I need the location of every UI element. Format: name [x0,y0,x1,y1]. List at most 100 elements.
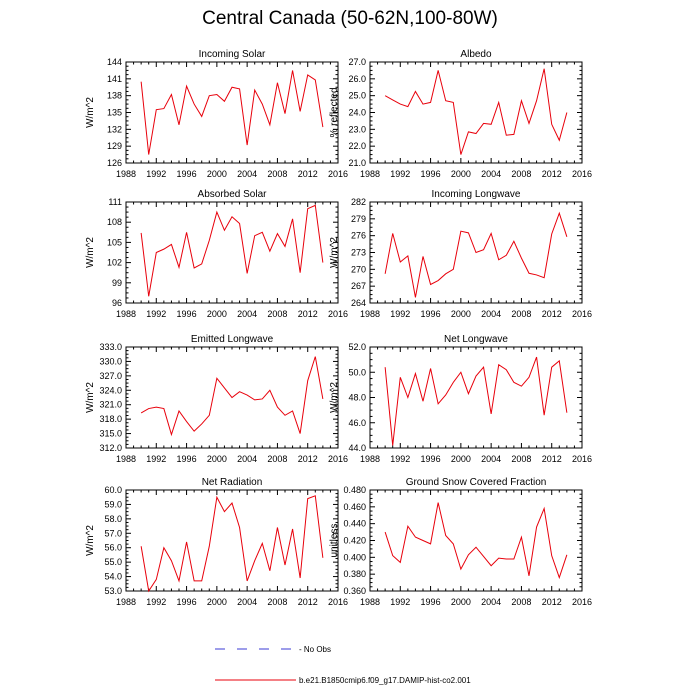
y-tick-label: 0.380 [343,569,366,579]
y-tick-label: 23.0 [348,124,366,134]
y-tick-label: 55.0 [104,557,122,567]
x-tick-label: 2008 [267,309,287,319]
x-tick-label: 1992 [146,597,166,607]
legend: - No Obs b.e21.B1850cmip6.f09_g17.DAMIP-… [215,645,471,685]
x-tick-label: 2012 [298,169,318,179]
y-tick-label: 57.0 [104,528,122,538]
x-tick-label: 1996 [177,454,197,464]
y-tick-label: 321.0 [99,400,122,410]
x-tick-label: 1996 [421,309,441,319]
y-axis-label: W/m^2 [85,382,96,413]
plot-frame [125,61,339,164]
x-tick-label: 2016 [328,597,348,607]
x-tick-label: 1992 [390,597,410,607]
y-tick-label: 53.0 [104,586,122,596]
series-line-ground-snow-covered-fraction [384,502,568,580]
y-tick-label: 56.0 [104,543,122,553]
y-tick-label: 111 [108,197,122,207]
x-tick-label: 2004 [237,597,257,607]
panel-title: Emitted Longwave [191,334,274,345]
x-tick-label: 1988 [360,597,380,607]
x-tick-label: 2016 [328,309,348,319]
y-tick-label: 264 [351,298,366,308]
x-tick-label: 2004 [481,454,501,464]
panel-emitted-longwave: Emitted Longwave W/m^2 1988 1992 1996 2000 200… [85,334,348,464]
y-axis-label: W/m^2 [329,237,340,268]
y-tick-label: 135 [107,108,122,118]
series-line-net-radiation [140,495,324,593]
y-axis-label: W/m^2 [85,97,96,128]
y-tick-label: 108 [107,217,122,227]
x-tick-label: 2008 [511,169,531,179]
plot-frame [369,346,583,449]
y-tick-label: 21.0 [348,158,366,168]
y-tick-label: 129 [107,141,122,151]
panel-net-longwave: Net Longwave W/m^2 1988 1992 1996 2000 2004 200… [329,334,592,464]
x-tick-label: 2008 [267,597,287,607]
y-tick-label: 59.0 [104,499,122,509]
panel-title: Incoming Longwave [432,189,521,200]
y-tick-label: 58.0 [104,514,122,524]
x-tick-label: 1996 [421,597,441,607]
x-tick-label: 2008 [511,454,531,464]
x-tick-label: 1992 [390,454,410,464]
series-line-net-longwave [384,356,568,446]
y-tick-label: 138 [107,91,122,101]
y-tick-label: 48.0 [348,393,366,403]
legend-label-no-obs: - No Obs [299,645,331,654]
x-tick-label: 1992 [390,169,410,179]
y-axis-label: unitless [329,524,340,558]
x-tick-label: 2008 [511,309,531,319]
plot-frame [125,489,339,592]
x-tick-label: 2000 [451,309,471,319]
series-line-absorbed-solar [140,204,324,297]
y-axis-label: W/m^2 [85,237,96,268]
x-tick-label: 2016 [572,597,592,607]
y-tick-label: 126 [107,158,122,168]
y-tick-label: 102 [107,258,122,268]
y-tick-label: 99 [112,278,122,288]
x-tick-label: 2012 [298,454,318,464]
y-tick-label: 324.0 [99,385,122,395]
x-tick-label: 1988 [116,454,136,464]
x-tick-label: 1992 [146,309,166,319]
x-tick-label: 2012 [298,597,318,607]
series-line-incoming-longwave [384,211,568,298]
x-tick-label: 2004 [237,169,257,179]
panels-group: Incoming Solar W/m^2 1988 1992 1996 2000 2004 2… [85,49,592,607]
y-tick-label: 96 [112,298,122,308]
x-tick-label: 2016 [328,454,348,464]
x-tick-label: 2016 [328,169,348,179]
x-tick-label: 2016 [572,169,592,179]
x-tick-label: 2012 [542,309,562,319]
x-tick-label: 2004 [481,309,501,319]
x-tick-label: 2008 [267,169,287,179]
series-line-emitted-longwave [140,356,324,437]
y-tick-label: 276 [351,231,366,241]
y-tick-label: 54.0 [104,572,122,582]
y-tick-label: 22.0 [348,141,366,151]
panel-title: Incoming Solar [199,49,266,60]
x-tick-label: 1996 [421,169,441,179]
x-tick-label: 2000 [451,597,471,607]
panel-title: Ground Snow Covered Fraction [406,477,547,488]
y-tick-label: 27.0 [348,57,366,67]
panel-title: Absorbed Solar [198,189,268,200]
x-tick-label: 2012 [542,597,562,607]
plot-frame [369,489,583,592]
panel-title: Net Longwave [444,334,508,345]
x-tick-label: 1988 [116,309,136,319]
x-tick-label: 2000 [207,454,227,464]
y-tick-label: 50.0 [348,367,366,377]
x-tick-label: 2000 [207,597,227,607]
y-tick-label: 26.0 [348,74,366,84]
panel-title: Albedo [460,49,492,60]
legend-label-model-run: b.e21.B1850cmip6.f09_g17.DAMIP-hist-co2.… [299,676,471,685]
x-tick-label: 2004 [481,597,501,607]
y-tick-label: 141 [107,74,122,84]
x-tick-label: 2000 [451,169,471,179]
panel-net-radiation: Net Radiation W/m^2 1988 1992 1996 2000 2004 20… [85,477,348,607]
x-tick-label: 2012 [298,309,318,319]
x-tick-label: 1988 [360,309,380,319]
